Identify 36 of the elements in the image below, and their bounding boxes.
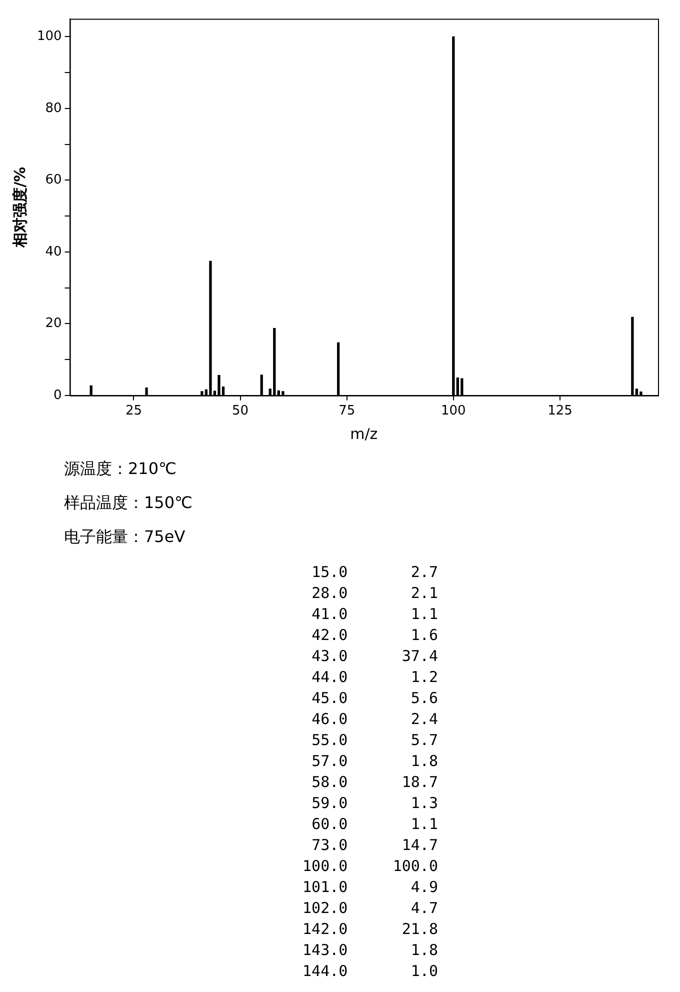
text: 55.0 5.7	[310, 730, 438, 751]
text: 102.0 4.7	[302, 898, 438, 919]
text: 41.0 1.1	[310, 604, 438, 625]
y-tick-label: 100	[36, 29, 62, 44]
x-tick-label: 75	[338, 404, 356, 419]
text: 42.0 1.6	[310, 625, 438, 646]
text: 57.0 1.8	[310, 751, 438, 772]
text: 44.0 1.2	[310, 667, 438, 688]
text: 73.0 14.7	[310, 835, 438, 856]
x-tick-label: 100	[441, 404, 466, 419]
x-tick-label: 125	[548, 404, 572, 419]
text: 142.0 21.8	[302, 919, 438, 940]
text: 101.0 4.9	[302, 877, 438, 898]
text: 58.0 18.7	[310, 772, 438, 793]
y-axis-title: 相对强度/%	[10, 166, 29, 248]
x-tick-label: 25	[125, 404, 142, 419]
y-tick-label: 40	[45, 244, 62, 260]
text: 143.0 1.8	[302, 940, 438, 961]
y-tick-label: 20	[45, 316, 62, 332]
text: 样品温度：150℃	[64, 492, 194, 514]
x-tick-label: 50	[232, 404, 249, 419]
text: 45.0 5.6	[310, 688, 438, 709]
text: 15.0 2.7	[310, 562, 438, 583]
text: 电子能量：75eV	[64, 526, 186, 548]
text: 46.0 2.4	[310, 709, 438, 730]
text: 28.0 2.1	[310, 583, 438, 604]
text: 43.0 37.4	[310, 646, 438, 667]
y-tick-label: 0	[54, 388, 62, 403]
y-tick-label: 80	[45, 100, 62, 116]
y-tick-label: 60	[45, 172, 62, 188]
text: 59.0 1.3	[310, 793, 438, 814]
x-axis-title: m/z	[350, 424, 378, 443]
text: 60.0 1.1	[310, 814, 438, 835]
text: 源温度：210℃	[64, 458, 178, 480]
text: 144.0 1.0	[302, 961, 438, 982]
text: 100.0 100.0	[302, 856, 438, 877]
